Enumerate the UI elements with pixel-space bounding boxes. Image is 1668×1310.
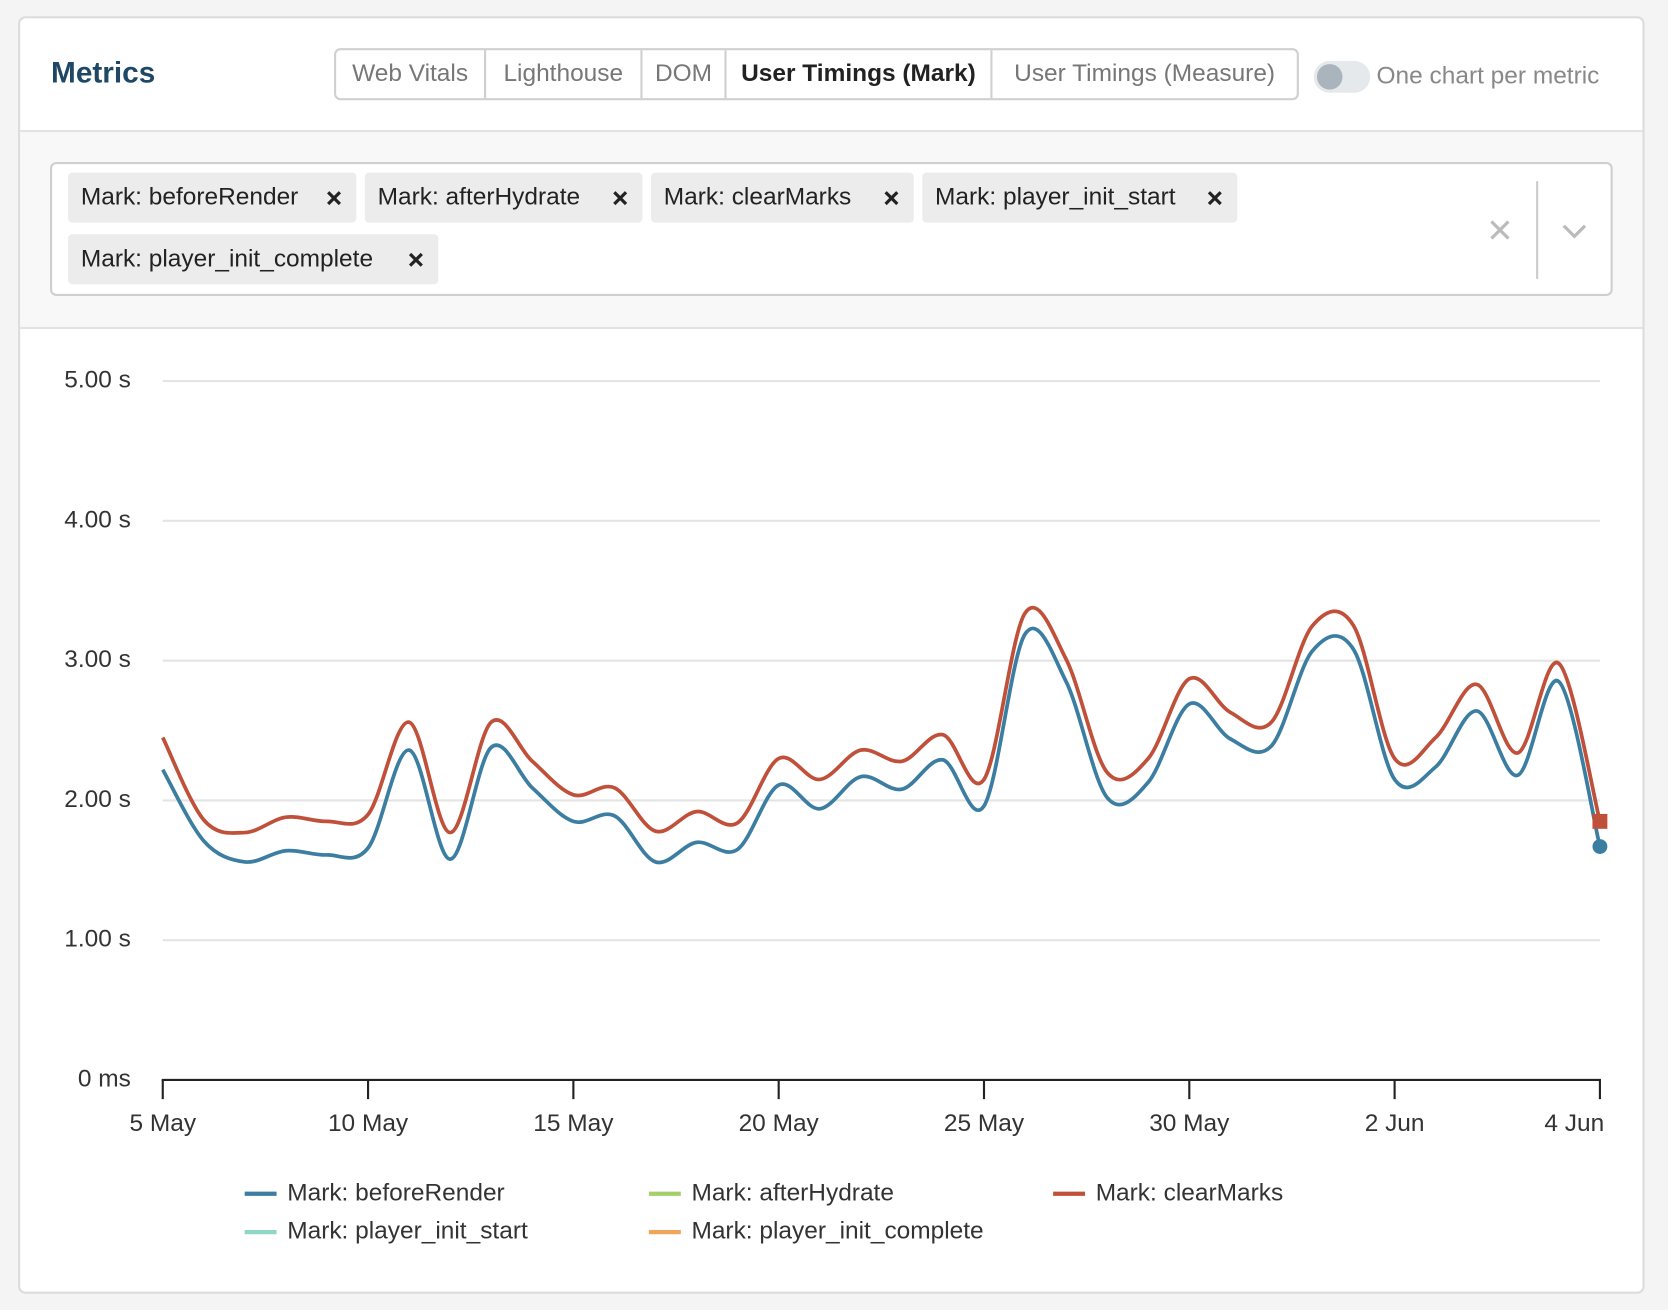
- tab[interactable]: Lighthouse: [503, 60, 623, 87]
- legend-label[interactable]: Mark: afterHydrate: [691, 1179, 893, 1206]
- series-line: [161, 626, 1602, 865]
- x-tick-label: 2 Jun: [1365, 1110, 1425, 1137]
- end-marker: [1592, 839, 1608, 854]
- title: Metrics: [51, 57, 155, 90]
- chip: [68, 234, 439, 285]
- tab[interactable]: User Timings (Mark): [741, 60, 976, 87]
- y-tick-label: 4.00 s: [64, 506, 131, 533]
- legend-label[interactable]: Mark: beforeRender: [287, 1179, 504, 1206]
- y-tick-label: 3.00 s: [64, 646, 131, 673]
- y-tick-label: 0 ms: [78, 1065, 131, 1092]
- dropdown-chevron[interactable]: [1562, 224, 1587, 239]
- legend-label[interactable]: Mark: player_init_complete: [691, 1218, 983, 1245]
- remove-chip[interactable]: [327, 191, 342, 206]
- chip: [922, 172, 1238, 223]
- tab[interactable]: DOM: [655, 60, 712, 87]
- chip: [68, 172, 357, 223]
- tab[interactable]: User Timings (Measure): [1014, 60, 1275, 87]
- remove-chip[interactable]: [884, 191, 899, 206]
- card: [18, 16, 1645, 1294]
- cross-stroke: [1207, 191, 1222, 206]
- chip-label: Mark: afterHydrate: [378, 184, 580, 211]
- cross-stroke: [884, 191, 899, 206]
- remove-chip[interactable]: [613, 191, 628, 206]
- tab-group: [334, 48, 1299, 101]
- toggle-knob: [1316, 64, 1343, 90]
- x-tick-label: 30 May: [1149, 1110, 1230, 1137]
- cross-stroke: [327, 191, 342, 206]
- toggle-label[interactable]: One chart per metric: [1377, 62, 1600, 89]
- tab[interactable]: Web Vitals: [352, 60, 468, 87]
- cross-stroke: [613, 191, 628, 206]
- x-tick-label: 25 May: [944, 1110, 1025, 1137]
- chip-label: Mark: player_init_complete: [81, 245, 373, 272]
- chip: [651, 172, 914, 223]
- legend-label[interactable]: Mark: player_init_start: [287, 1218, 528, 1245]
- x-tick-label: 10 May: [328, 1110, 409, 1137]
- y-tick-label: 2.00 s: [64, 786, 131, 813]
- chip-label: Mark: beforeRender: [81, 184, 298, 211]
- chip-label: Mark: clearMarks: [664, 184, 852, 211]
- y-tick-label: 5.00 s: [64, 367, 131, 394]
- series-line: [161, 605, 1602, 835]
- end-marker: [1592, 813, 1608, 829]
- legend-label[interactable]: Mark: clearMarks: [1096, 1179, 1284, 1206]
- remove-chip[interactable]: [408, 252, 423, 267]
- x-tick-label: 15 May: [533, 1110, 614, 1137]
- y-tick-label: 1.00 s: [64, 926, 131, 953]
- remove-chip[interactable]: [1207, 191, 1222, 206]
- chip: [364, 172, 643, 223]
- x-tick-label: 20 May: [739, 1110, 820, 1137]
- x-tick-label: 5 May: [129, 1110, 196, 1137]
- clear-all[interactable]: [1490, 220, 1510, 240]
- x-tick-label: 4 Jun: [1544, 1110, 1604, 1137]
- chip-label: Mark: player_init_start: [935, 184, 1176, 211]
- cross-stroke: [408, 252, 423, 267]
